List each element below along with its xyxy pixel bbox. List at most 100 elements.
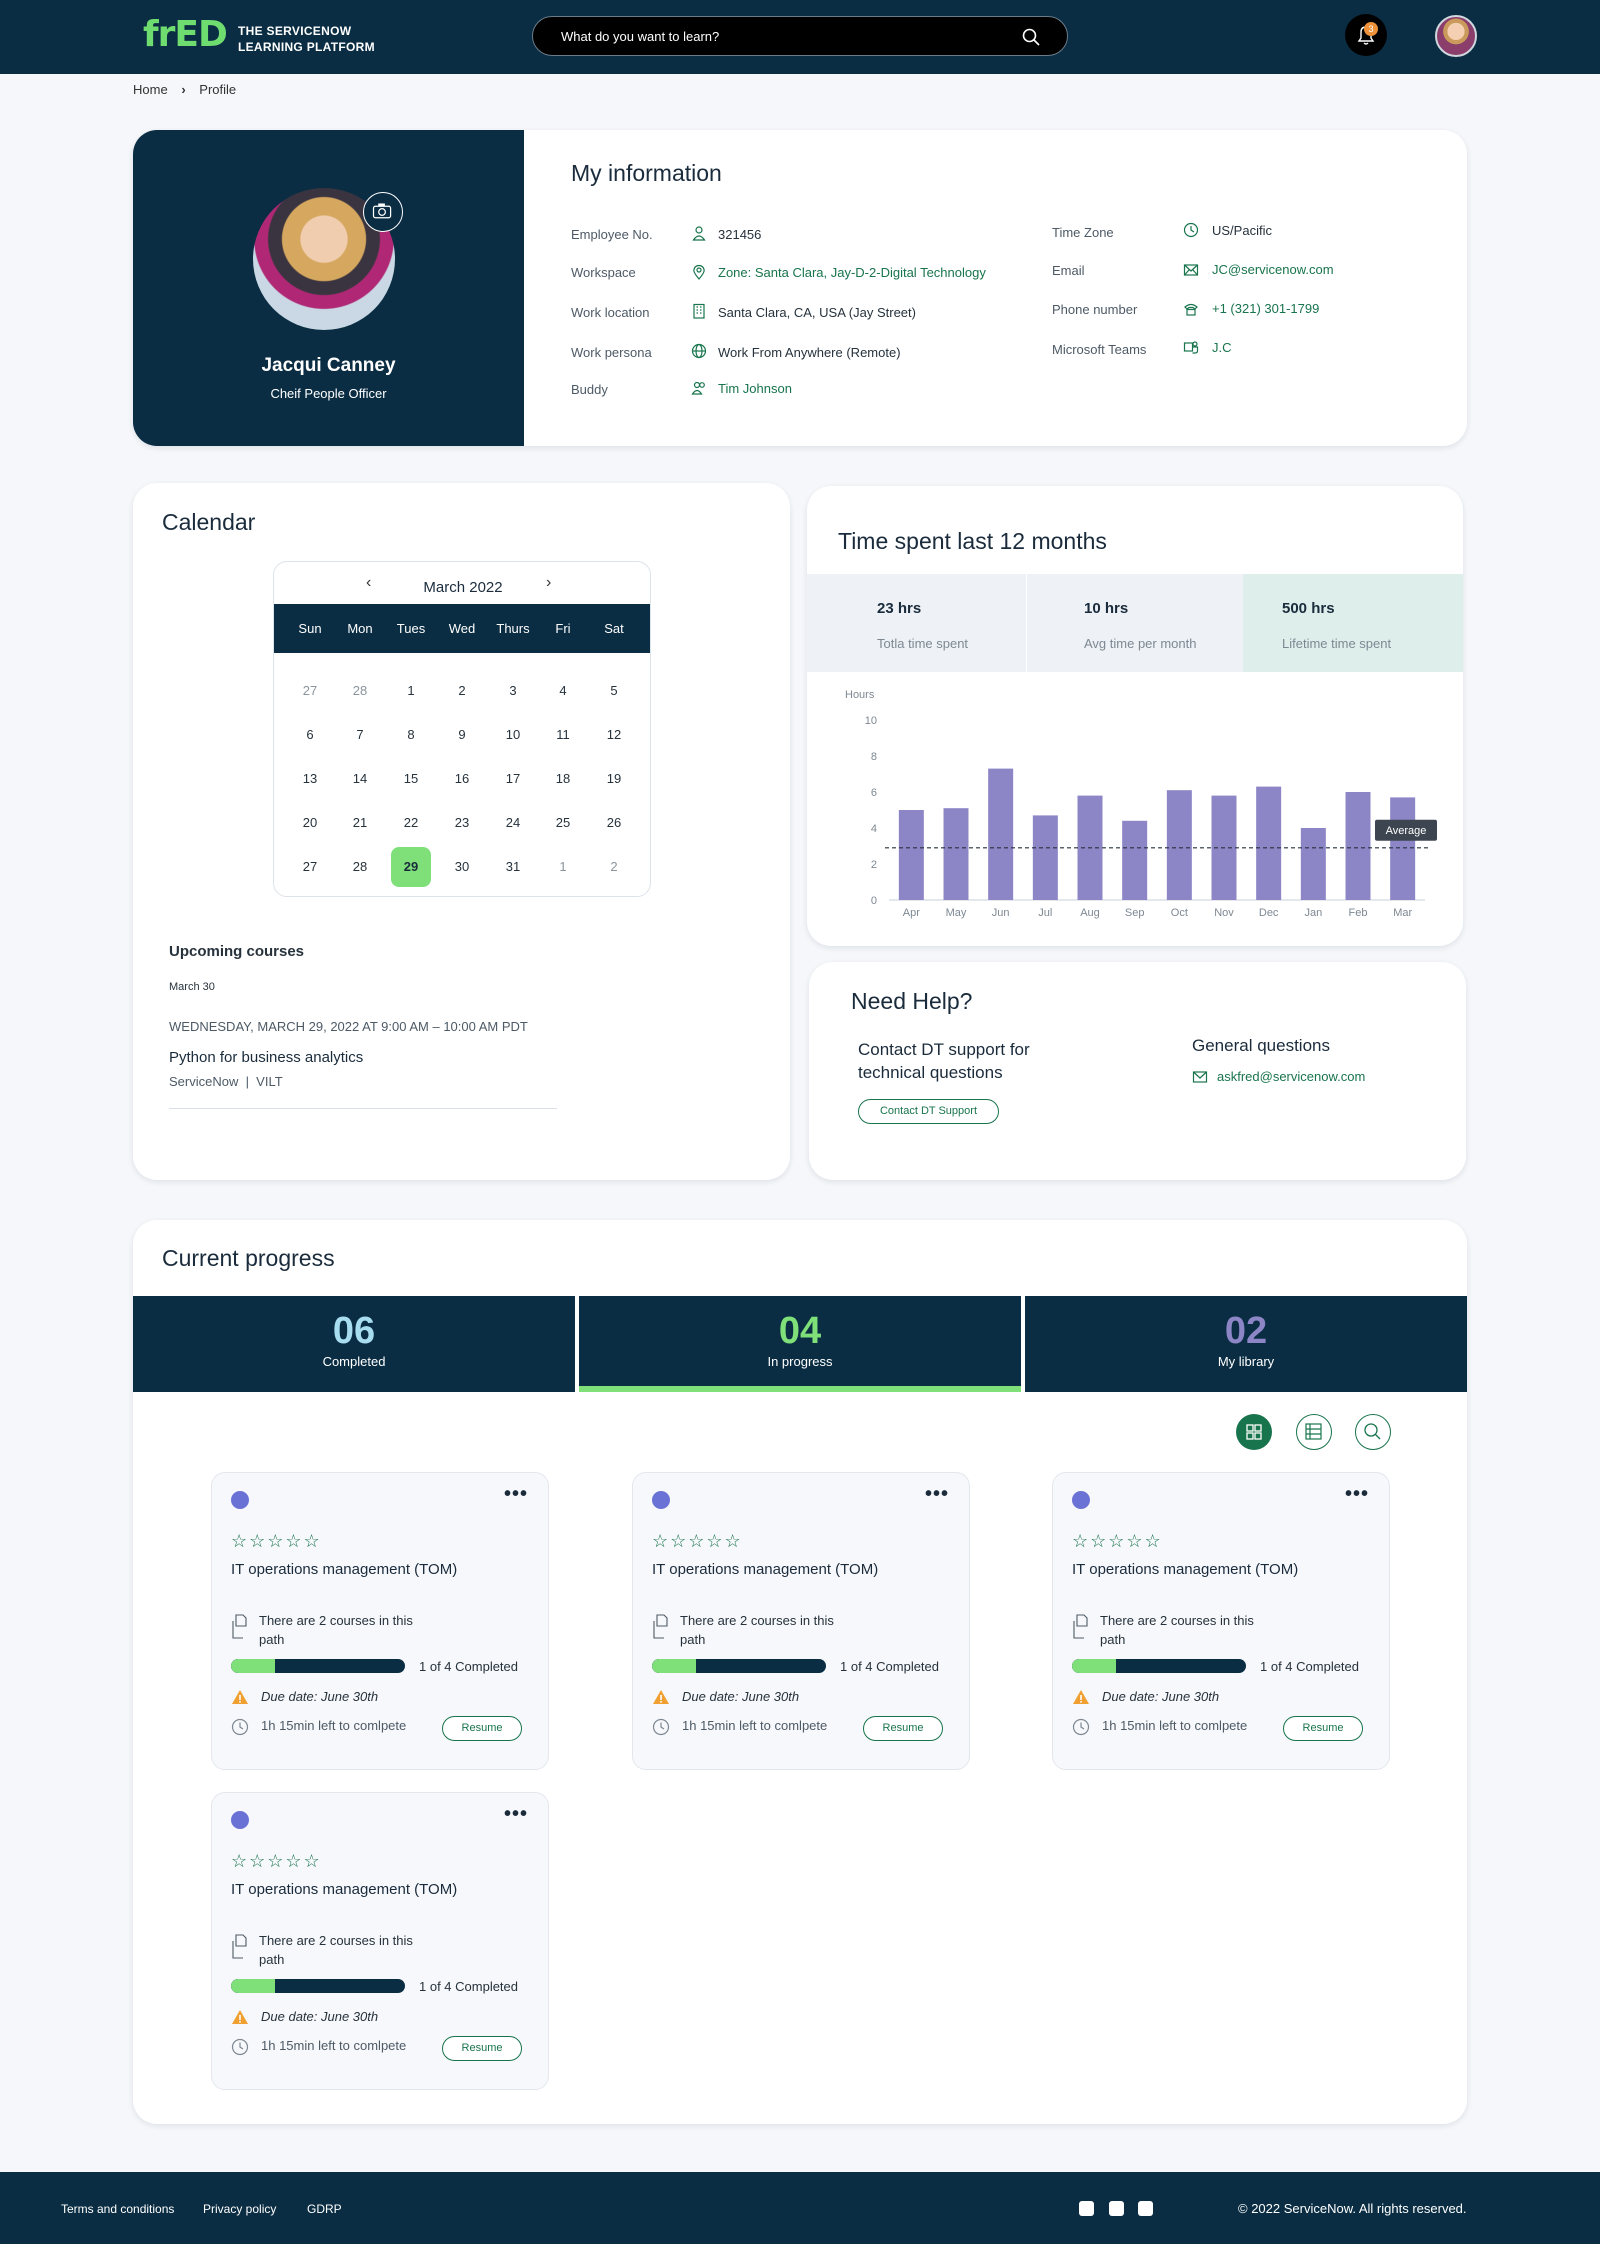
calendar-day[interactable]: 15 <box>403 771 419 786</box>
search-icon[interactable] <box>1021 27 1041 47</box>
footer: Terms and conditions Privacy policy GDRP… <box>0 2172 1600 2244</box>
next-month-button[interactable]: › <box>546 574 552 591</box>
prev-month-button[interactable]: ‹ <box>366 574 372 591</box>
calendar-day[interactable]: 10 <box>505 727 521 742</box>
course-title[interactable]: IT operations management (TOM) <box>652 1561 879 1578</box>
resume-button[interactable]: Resume <box>442 2036 522 2061</box>
completed-label: Completed <box>322 1354 386 1369</box>
calendar-day[interactable]: 2 <box>458 683 466 698</box>
more-options-icon[interactable]: ••• <box>504 1483 529 1505</box>
calendar-day-selected[interactable]: 29 <box>391 847 431 887</box>
clock-icon <box>652 1718 670 1736</box>
event-name[interactable]: Python for business analytics <box>169 1049 364 1066</box>
twitter-icon[interactable] <box>1079 2201 1094 2216</box>
my-library-count: 02 <box>1224 1310 1268 1352</box>
email-link[interactable]: JC@servicenow.com <box>1212 262 1334 277</box>
tab-my-library[interactable]: 02 My library <box>1025 1296 1467 1392</box>
calendar-day[interactable]: 31 <box>505 859 521 874</box>
gdrp-link[interactable]: GDRP <box>307 2202 342 2216</box>
more-options-icon[interactable]: ••• <box>925 1483 950 1505</box>
course-title[interactable]: IT operations management (TOM) <box>1072 1561 1299 1578</box>
calendar-day[interactable]: 13 <box>302 771 318 786</box>
courses-count: There are 2 courses in this path <box>680 1613 834 1647</box>
grid-view-button[interactable] <box>1236 1414 1272 1450</box>
notifications-button[interactable] <box>1345 14 1387 56</box>
list-view-button[interactable] <box>1296 1414 1332 1450</box>
linkedin-icon[interactable] <box>1109 2201 1124 2216</box>
course-card[interactable]: ••• ☆☆☆☆☆ IT operations management (TOM) Th… <box>1052 1472 1390 1770</box>
tab-in-progress[interactable]: 04 In progress <box>579 1296 1021 1392</box>
rating-stars[interactable]: ☆☆☆☆☆ <box>1072 1531 1163 1551</box>
general-email-link[interactable]: askfred@servicenow.com <box>1217 1069 1366 1084</box>
contact-dt-support-button[interactable]: Contact DT Support <box>858 1099 999 1124</box>
calendar-day[interactable]: 17 <box>505 771 521 786</box>
course-title[interactable]: IT operations management (TOM) <box>231 1881 458 1898</box>
calendar-day[interactable]: 3 <box>509 683 517 698</box>
resume-button[interactable]: Resume <box>1283 1716 1363 1741</box>
calendar-day[interactable]: 12 <box>606 727 622 742</box>
search-progress-button[interactable] <box>1355 1414 1391 1450</box>
user-avatar[interactable] <box>1435 15 1477 57</box>
course-title[interactable]: IT operations management (TOM) <box>231 1561 458 1578</box>
calendar-day[interactable]: 5 <box>610 683 618 698</box>
work-persona-label: Work persona <box>571 345 652 360</box>
facebook-icon[interactable] <box>1138 2201 1153 2216</box>
phone-link[interactable]: +1 (321) 301-1799 <box>1212 301 1320 316</box>
rating-stars[interactable]: ☆☆☆☆☆ <box>231 1851 322 1871</box>
teams-link[interactable]: J.C <box>1212 340 1232 355</box>
person-icon <box>692 226 706 241</box>
calendar-day[interactable]: 1 <box>559 859 567 874</box>
resume-button[interactable]: Resume <box>442 1716 522 1741</box>
buddy-link[interactable]: Tim Johnson <box>718 381 792 396</box>
calendar-day[interactable]: 8 <box>407 727 415 742</box>
rating-stars[interactable]: ☆☆☆☆☆ <box>652 1531 743 1551</box>
x-tick-label: Sep <box>1125 907 1145 919</box>
calendar-day[interactable]: 22 <box>403 815 419 830</box>
logo[interactable]: frED <box>143 14 228 55</box>
calendar-day[interactable]: 9 <box>458 727 466 742</box>
calendar-day[interactable]: 1 <box>407 683 415 698</box>
calendar-day[interactable]: 11 <box>556 727 570 742</box>
rating-stars[interactable]: ☆☆☆☆☆ <box>231 1531 322 1551</box>
calendar-day[interactable]: 28 <box>352 683 368 698</box>
calendar-day[interactable]: 27 <box>302 859 318 874</box>
calendar-day[interactable]: 4 <box>559 683 567 698</box>
top-nav: frED THE SERVICENOW LEARNING PLATFORM Wh… <box>0 0 1600 74</box>
resume-button[interactable]: Resume <box>863 1716 943 1741</box>
terms-link[interactable]: Terms and conditions <box>61 2202 175 2216</box>
search-input[interactable]: What do you want to learn? <box>532 16 1068 56</box>
course-card[interactable]: ••• ☆☆☆☆☆ IT operations management (TOM) Th… <box>211 1792 549 2090</box>
calendar-day[interactable]: 19 <box>606 771 622 786</box>
calendar-day[interactable]: 27 <box>302 683 318 698</box>
x-tick-label: Jun <box>992 907 1010 919</box>
privacy-link[interactable]: Privacy policy <box>203 2202 277 2216</box>
calendar-card: Calendar ‹ March 2022 › Sun Mon Tues Wed… <box>133 483 790 1180</box>
calendar-day[interactable]: 2 <box>610 859 618 874</box>
calendar-day[interactable]: 7 <box>356 727 364 742</box>
bell-icon <box>1357 26 1375 45</box>
breadcrumb-home[interactable]: Home <box>133 82 168 97</box>
more-options-icon[interactable]: ••• <box>504 1803 529 1825</box>
course-card[interactable]: ••• ☆☆☆☆☆ IT operations management (TOM) Th… <box>632 1472 970 1770</box>
calendar-day[interactable]: 24 <box>505 815 521 830</box>
calendar-day[interactable]: 26 <box>606 815 622 830</box>
tab-completed[interactable]: 06 Completed <box>133 1296 575 1392</box>
course-type-icon <box>231 1491 249 1509</box>
calendar-day[interactable]: 16 <box>454 771 470 786</box>
time-left: 1h 15min left to comlpete <box>1102 1718 1248 1733</box>
change-photo-button[interactable] <box>363 192 403 232</box>
x-tick-label: May <box>946 907 967 919</box>
calendar-day[interactable]: 30 <box>454 859 470 874</box>
calendar-day[interactable]: 6 <box>306 727 314 742</box>
calendar-day[interactable]: 25 <box>555 815 571 830</box>
calendar-day[interactable]: 14 <box>352 771 368 786</box>
calendar-day[interactable]: 28 <box>352 859 368 874</box>
more-options-icon[interactable]: ••• <box>1345 1483 1370 1505</box>
calendar-day[interactable]: 18 <box>555 771 571 786</box>
workspace-link[interactable]: Zone: Santa Clara, Jay-D-2-Digital Techn… <box>718 265 986 280</box>
calendar-day[interactable]: 20 <box>302 815 318 830</box>
calendar-day[interactable]: 21 <box>352 815 368 830</box>
progress-bar-fill <box>231 1979 275 1993</box>
course-card[interactable]: ••• ☆☆☆☆☆ IT operations management (TOM) Th… <box>211 1472 549 1770</box>
calendar-day[interactable]: 23 <box>454 815 470 830</box>
